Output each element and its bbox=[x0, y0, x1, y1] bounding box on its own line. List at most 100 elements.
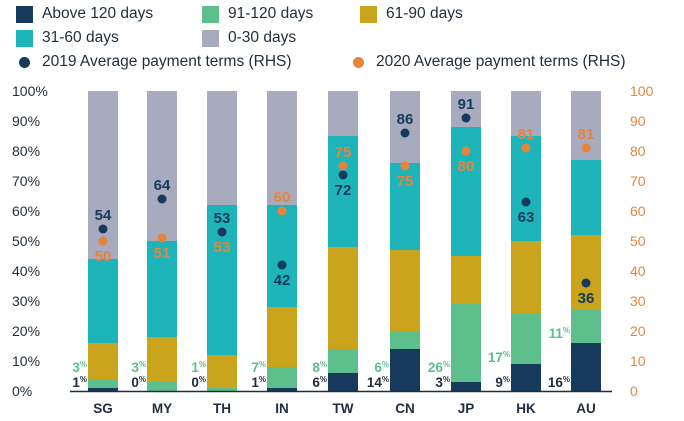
left-axis-tick-label: 30% bbox=[12, 293, 40, 309]
bar-segment-61-90-days bbox=[147, 337, 177, 382]
left-axis-tick-label: 90% bbox=[12, 113, 40, 129]
dot-2020 bbox=[338, 161, 348, 171]
bar-segment-91-120-days bbox=[147, 382, 177, 391]
dot-2019 bbox=[581, 278, 591, 288]
bar-segment-91-120-days bbox=[267, 367, 297, 388]
data-label-above-120: 3% bbox=[435, 375, 450, 390]
dot-2020 bbox=[461, 146, 471, 156]
right-axis-tick-label: 50 bbox=[630, 233, 646, 249]
left-axis-tick-label: 60% bbox=[12, 203, 40, 219]
dot-2019 bbox=[98, 224, 108, 234]
data-label-91-120: 3% bbox=[72, 360, 87, 375]
legend-item-61-90: 61-90 days bbox=[360, 5, 463, 23]
legend-swatch bbox=[16, 5, 33, 23]
left-axis-tick-label: 40% bbox=[12, 263, 40, 279]
right-axis-tick-label: 10 bbox=[630, 353, 646, 369]
data-label-above-120: 16% bbox=[548, 375, 570, 390]
data-label-91-120: 6% bbox=[374, 360, 389, 375]
dot-label-2019: 36 bbox=[578, 290, 595, 307]
legend: Above 120 days 91-120 days 61-90 days 31… bbox=[0, 0, 684, 80]
dot-2020 bbox=[98, 236, 108, 246]
legend-label: 31-60 days bbox=[42, 29, 119, 46]
legend-swatch bbox=[360, 5, 377, 23]
bar-segment-31-60-days bbox=[571, 160, 601, 235]
bar-segment-above-120-days bbox=[328, 373, 358, 391]
left-axis-tick-label: 100% bbox=[12, 83, 48, 99]
bar-segment-31-60-days bbox=[267, 205, 297, 307]
dot-label-2020: 80 bbox=[458, 158, 475, 175]
dot-label-2020: 75 bbox=[335, 144, 352, 161]
bar-segment-31-60-days bbox=[88, 259, 118, 343]
dot-2020 bbox=[157, 233, 167, 243]
bar-segment-61-90-days bbox=[511, 241, 541, 313]
bar-segment-31-60-days bbox=[451, 127, 481, 256]
left-axis-tick-label: 50% bbox=[12, 233, 40, 249]
data-label-above-120: 14% bbox=[367, 375, 389, 390]
dot-label-2019: 53 bbox=[214, 210, 231, 227]
data-label-91-120: 17% bbox=[488, 350, 510, 365]
legend-dot bbox=[19, 56, 30, 68]
dot-label-2020: 75 bbox=[397, 173, 414, 190]
dot-2019 bbox=[157, 194, 167, 204]
dot-label-2019: 42 bbox=[274, 272, 291, 289]
left-axis-tick-label: 20% bbox=[12, 323, 40, 339]
dot-label-2020: 53 bbox=[214, 239, 231, 256]
dot-2019 bbox=[461, 113, 471, 123]
bar-segment-91-120-days bbox=[571, 310, 601, 343]
legend-item-91-120: 91-120 days bbox=[202, 5, 313, 23]
right-axis-tick-label: 40 bbox=[630, 263, 646, 279]
bar-segment-31-60-days bbox=[390, 163, 420, 250]
dot-label-2019: 86 bbox=[397, 111, 414, 128]
bar-segment-0-30-days bbox=[390, 91, 420, 163]
legend-label: 2019 Average payment terms (RHS) bbox=[42, 53, 292, 70]
x-axis-tick-label: JP bbox=[458, 401, 475, 416]
x-axis-tick-label: MY bbox=[152, 401, 172, 416]
x-axis-tick-label: HK bbox=[516, 401, 536, 416]
data-label-91-120: 8% bbox=[312, 360, 327, 375]
dot-label-2020: 81 bbox=[518, 126, 535, 143]
dot-2020 bbox=[581, 143, 591, 153]
bar-segment-61-90-days bbox=[451, 256, 481, 304]
bar-segment-91-120-days bbox=[390, 331, 420, 349]
right-axis-tick-label: 20 bbox=[630, 323, 646, 339]
dot-label-2020: 50 bbox=[95, 248, 112, 265]
dot-label-2020: 60 bbox=[274, 189, 291, 206]
x-axis-tick-label: CN bbox=[395, 401, 415, 416]
bar-segment-above-120-days bbox=[88, 388, 118, 391]
legend-item-2019-terms: 2019 Average payment terms (RHS) bbox=[16, 53, 292, 71]
bar-segment-61-90-days bbox=[390, 250, 420, 331]
data-label-above-120: 1% bbox=[72, 375, 87, 390]
dot-2019 bbox=[400, 128, 410, 138]
x-axis-tick-label: SG bbox=[93, 401, 113, 416]
dot-2020 bbox=[277, 206, 287, 216]
bar-segment-above-120-days bbox=[571, 343, 601, 391]
bar-segment-61-90-days bbox=[571, 235, 601, 310]
legend-item-above-120: Above 120 days bbox=[16, 5, 153, 23]
dot-2019 bbox=[217, 227, 227, 237]
bar-segment-61-90-days bbox=[267, 307, 297, 367]
legend-swatch bbox=[202, 5, 219, 23]
bar-segment-0-30-days bbox=[511, 91, 541, 136]
left-axis-tick-label: 0% bbox=[12, 383, 32, 399]
data-label-above-120: 0% bbox=[191, 375, 206, 390]
data-label-91-120: 11% bbox=[549, 326, 570, 341]
bar-segment-0-30-days bbox=[267, 91, 297, 205]
x-axis-tick-label: AU bbox=[576, 401, 596, 416]
legend-label: 0-30 days bbox=[228, 29, 297, 46]
right-axis-tick-label: 70 bbox=[630, 173, 646, 189]
dot-label-2019: 91 bbox=[458, 96, 475, 113]
dot-2020 bbox=[521, 143, 531, 153]
dot-label-2019: 64 bbox=[154, 177, 171, 194]
left-axis-tick-label: 80% bbox=[12, 143, 40, 159]
right-axis-tick-label: 0 bbox=[630, 383, 638, 399]
bar-segment-above-120-days bbox=[511, 364, 541, 391]
dot-label-2020: 51 bbox=[154, 245, 171, 262]
dot-label-2020: 81 bbox=[578, 126, 595, 143]
left-axis-tick-label: 70% bbox=[12, 173, 40, 189]
legend-label: Above 120 days bbox=[42, 5, 154, 22]
x-axis-tick-label: IN bbox=[275, 401, 289, 416]
bar-segment-61-90-days bbox=[88, 343, 118, 379]
x-axis-tick-label: TW bbox=[333, 401, 354, 416]
data-label-above-120: 6% bbox=[312, 375, 327, 390]
bar-segment-91-120-days bbox=[328, 349, 358, 373]
